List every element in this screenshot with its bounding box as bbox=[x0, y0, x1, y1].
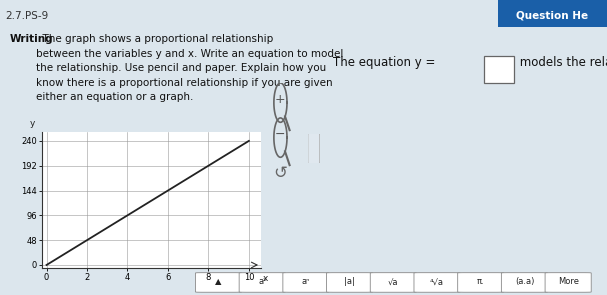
Text: a²: a² bbox=[258, 278, 266, 286]
Text: x: x bbox=[262, 274, 268, 283]
FancyBboxPatch shape bbox=[327, 273, 373, 292]
Text: ↺: ↺ bbox=[274, 163, 287, 181]
Text: −: − bbox=[275, 128, 286, 141]
Text: Question He: Question He bbox=[517, 11, 588, 21]
Text: ⁴√a: ⁴√a bbox=[430, 278, 444, 286]
Text: More: More bbox=[558, 278, 578, 286]
Text: ▲: ▲ bbox=[215, 278, 222, 286]
FancyBboxPatch shape bbox=[283, 273, 329, 292]
FancyBboxPatch shape bbox=[545, 273, 591, 292]
Text: |a|: |a| bbox=[344, 278, 355, 286]
FancyBboxPatch shape bbox=[239, 273, 285, 292]
FancyBboxPatch shape bbox=[370, 273, 416, 292]
FancyBboxPatch shape bbox=[498, 0, 607, 27]
Text: y: y bbox=[30, 119, 35, 128]
FancyBboxPatch shape bbox=[484, 56, 514, 83]
FancyBboxPatch shape bbox=[414, 273, 460, 292]
Text: models the relationship.: models the relationship. bbox=[517, 56, 607, 69]
Text: (a.a): (a.a) bbox=[515, 278, 534, 286]
FancyBboxPatch shape bbox=[308, 132, 320, 165]
FancyBboxPatch shape bbox=[501, 273, 548, 292]
Text: Writing: Writing bbox=[9, 35, 53, 45]
FancyBboxPatch shape bbox=[458, 273, 504, 292]
Text: +: + bbox=[275, 93, 286, 106]
FancyBboxPatch shape bbox=[195, 273, 242, 292]
Text: aⁿ: aⁿ bbox=[302, 278, 310, 286]
Text: The graph shows a proportional relationship
between the variables y and x. Write: The graph shows a proportional relations… bbox=[36, 35, 344, 102]
Text: 2.7.PS-9: 2.7.PS-9 bbox=[5, 11, 48, 21]
Text: π.: π. bbox=[477, 278, 484, 286]
Text: √a: √a bbox=[388, 278, 399, 286]
Text: The equation y =: The equation y = bbox=[333, 56, 435, 69]
